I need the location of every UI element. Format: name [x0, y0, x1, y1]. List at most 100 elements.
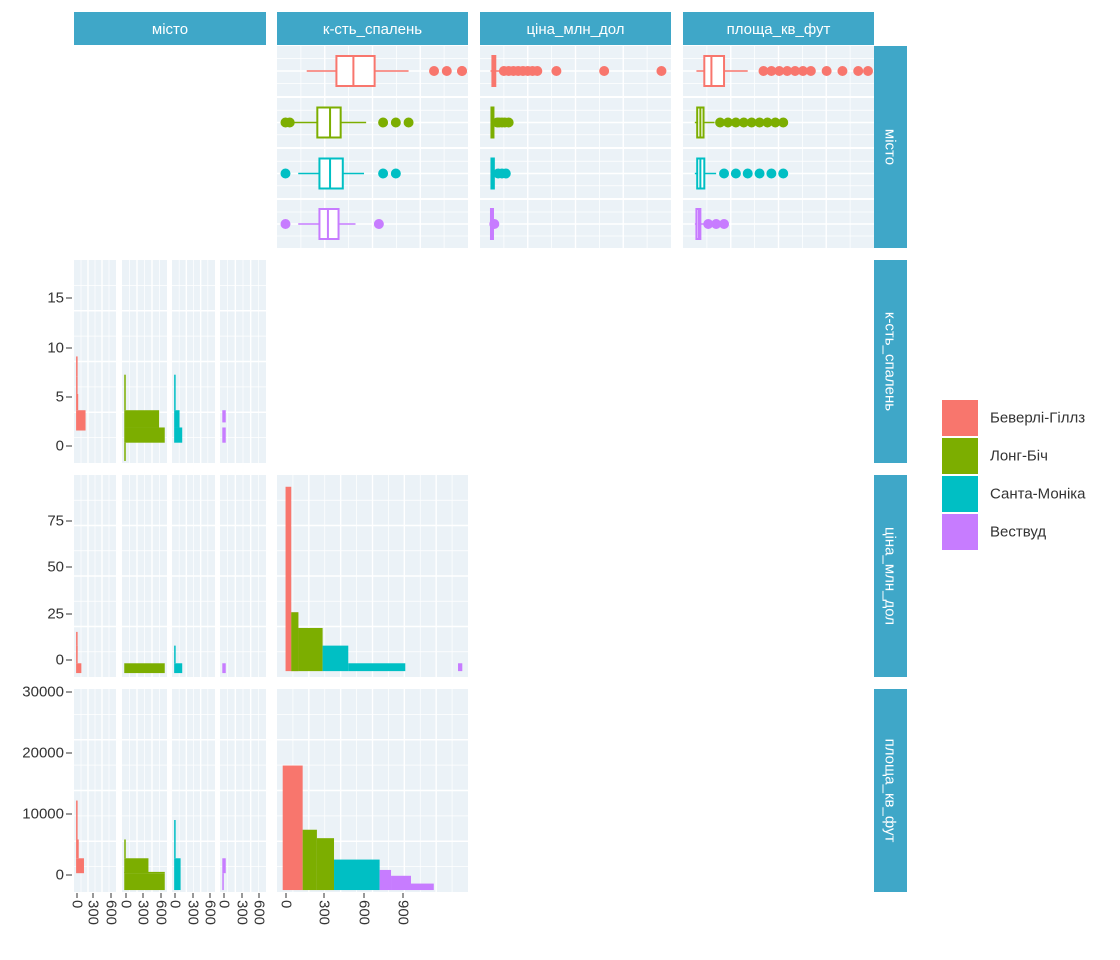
facet-bar — [222, 427, 226, 443]
facet-bar — [76, 356, 78, 377]
legend-label: Лонг-Біч — [990, 448, 1048, 465]
row-strip-bg — [874, 475, 907, 677]
x-tick-label: 600 — [251, 900, 268, 925]
box-outlier — [770, 117, 781, 128]
box-outlier — [280, 219, 291, 229]
legend-entry-2: Санта-Моніка — [942, 476, 1086, 512]
x-tick-label: 0 — [278, 900, 295, 908]
histogram-panel-tsina — [277, 475, 468, 677]
facet-bars-tsina — [76, 631, 226, 674]
y-tick-label: 10 — [47, 340, 64, 357]
column-strip-label: місто — [152, 21, 188, 38]
box-body — [703, 55, 726, 87]
facet-bar — [174, 645, 176, 664]
y-tick-label: 10000 — [22, 806, 64, 823]
box-outlier — [821, 66, 832, 76]
histogram-bars-ploshcha — [282, 765, 434, 891]
facet-bar — [222, 663, 226, 674]
row-strip-label: к-сть_спалень — [882, 312, 899, 411]
column-strip-label: площа_кв_фут — [727, 21, 831, 38]
box-outlier — [730, 117, 741, 128]
box-outlier — [656, 66, 667, 76]
facet-bar — [174, 820, 176, 859]
facet-bar — [76, 410, 86, 431]
y-tick-label: 0 — [56, 652, 64, 669]
box-outlier — [863, 66, 873, 76]
legend-layer: Беверлі-Гіллз Лонг-Біч Санта-Моніка Вествуд — [942, 400, 1086, 550]
facet-bar — [124, 873, 165, 891]
facet-bars-ploshcha — [76, 800, 226, 891]
column-strip-tsina: ціна_млн_дол — [480, 12, 671, 45]
facet-bar — [174, 427, 183, 443]
histogram-bars-tsina — [285, 486, 463, 672]
facet-bar — [76, 663, 82, 674]
column-strip-label: ціна_млн_дол — [526, 21, 624, 38]
facet-bar — [222, 410, 226, 423]
histogram-bar — [316, 838, 335, 891]
box-outlier — [532, 66, 543, 76]
boxplot-panel-tsina-3 — [480, 200, 671, 248]
row-strip-misto: місто — [874, 46, 907, 248]
box-outlier — [551, 66, 562, 76]
y-ticks-ploshcha: 30000 20000 10000 0 — [22, 684, 72, 884]
y-tick-label: 25 — [47, 606, 64, 623]
histogram-bar — [282, 765, 303, 891]
facet-bar — [222, 858, 226, 874]
legend-swatch — [942, 400, 978, 436]
box-outlier — [441, 66, 452, 76]
box-outlier — [390, 168, 401, 179]
histogram-bar — [379, 869, 392, 891]
y-tick-label: 5 — [56, 389, 64, 406]
x-tick-label: 600 — [356, 900, 373, 925]
column-strip-kst: к-сть_спалень — [277, 12, 468, 45]
legend-entry-3: Вествуд — [942, 514, 1046, 550]
boxplot-ploshcha-1 — [694, 106, 789, 139]
box-outlier — [778, 117, 789, 128]
facet-bar — [124, 374, 126, 411]
box-body — [318, 208, 340, 240]
box-outlier — [703, 219, 714, 229]
row-strip-label: ціна_млн_дол — [882, 527, 899, 625]
box-outlier — [722, 117, 733, 128]
box-body — [335, 55, 376, 87]
facet-panel-tsina-3 — [220, 475, 266, 677]
box-outlier — [284, 117, 295, 128]
x-tick-label: 0 — [118, 900, 135, 908]
row-strip-tsina: ціна_млн_дол — [874, 475, 907, 677]
y-ticks-tsina: 75 50 25 0 — [47, 513, 72, 669]
column-strip-bg — [480, 12, 671, 45]
boxplot-ploshcha-2 — [694, 157, 789, 190]
box-body — [316, 106, 342, 139]
boxplot-tsina-2 — [490, 157, 511, 190]
facet-bar — [76, 376, 78, 394]
row-strip-ploshcha: площа_кв_фут — [874, 689, 907, 892]
boxplot-tsina-1 — [490, 106, 514, 139]
facet-bar — [124, 839, 126, 859]
facet-bar — [76, 393, 79, 411]
facet-panel-ploshcha-0 — [74, 689, 116, 892]
row-strip-bg — [874, 46, 907, 248]
x-tick-label: 300 — [234, 900, 251, 925]
box-outlier — [758, 66, 769, 76]
facet-bar — [76, 839, 79, 859]
boxplot-kst-0 — [306, 55, 467, 87]
box-outlier — [766, 66, 777, 76]
facet-bar — [222, 873, 224, 891]
facet-bar — [124, 410, 160, 428]
boxplot-tsina-3 — [489, 208, 500, 240]
column-strip-bg — [683, 12, 874, 45]
facet-panel-tsina-1 — [122, 475, 167, 677]
column-strip-ploshcha: площа_кв_фут — [683, 12, 874, 45]
box-outlier — [715, 117, 726, 128]
box-outlier — [599, 66, 610, 76]
histogram-bar — [458, 663, 463, 672]
box-outlier — [489, 219, 500, 229]
box-body — [318, 157, 344, 190]
legend-label: Вествуд — [990, 524, 1046, 541]
facet-panel-kst-0 — [74, 260, 116, 463]
y-tick-label: 0 — [56, 438, 64, 455]
legend-swatch — [942, 438, 978, 474]
box-outlier — [429, 66, 440, 76]
